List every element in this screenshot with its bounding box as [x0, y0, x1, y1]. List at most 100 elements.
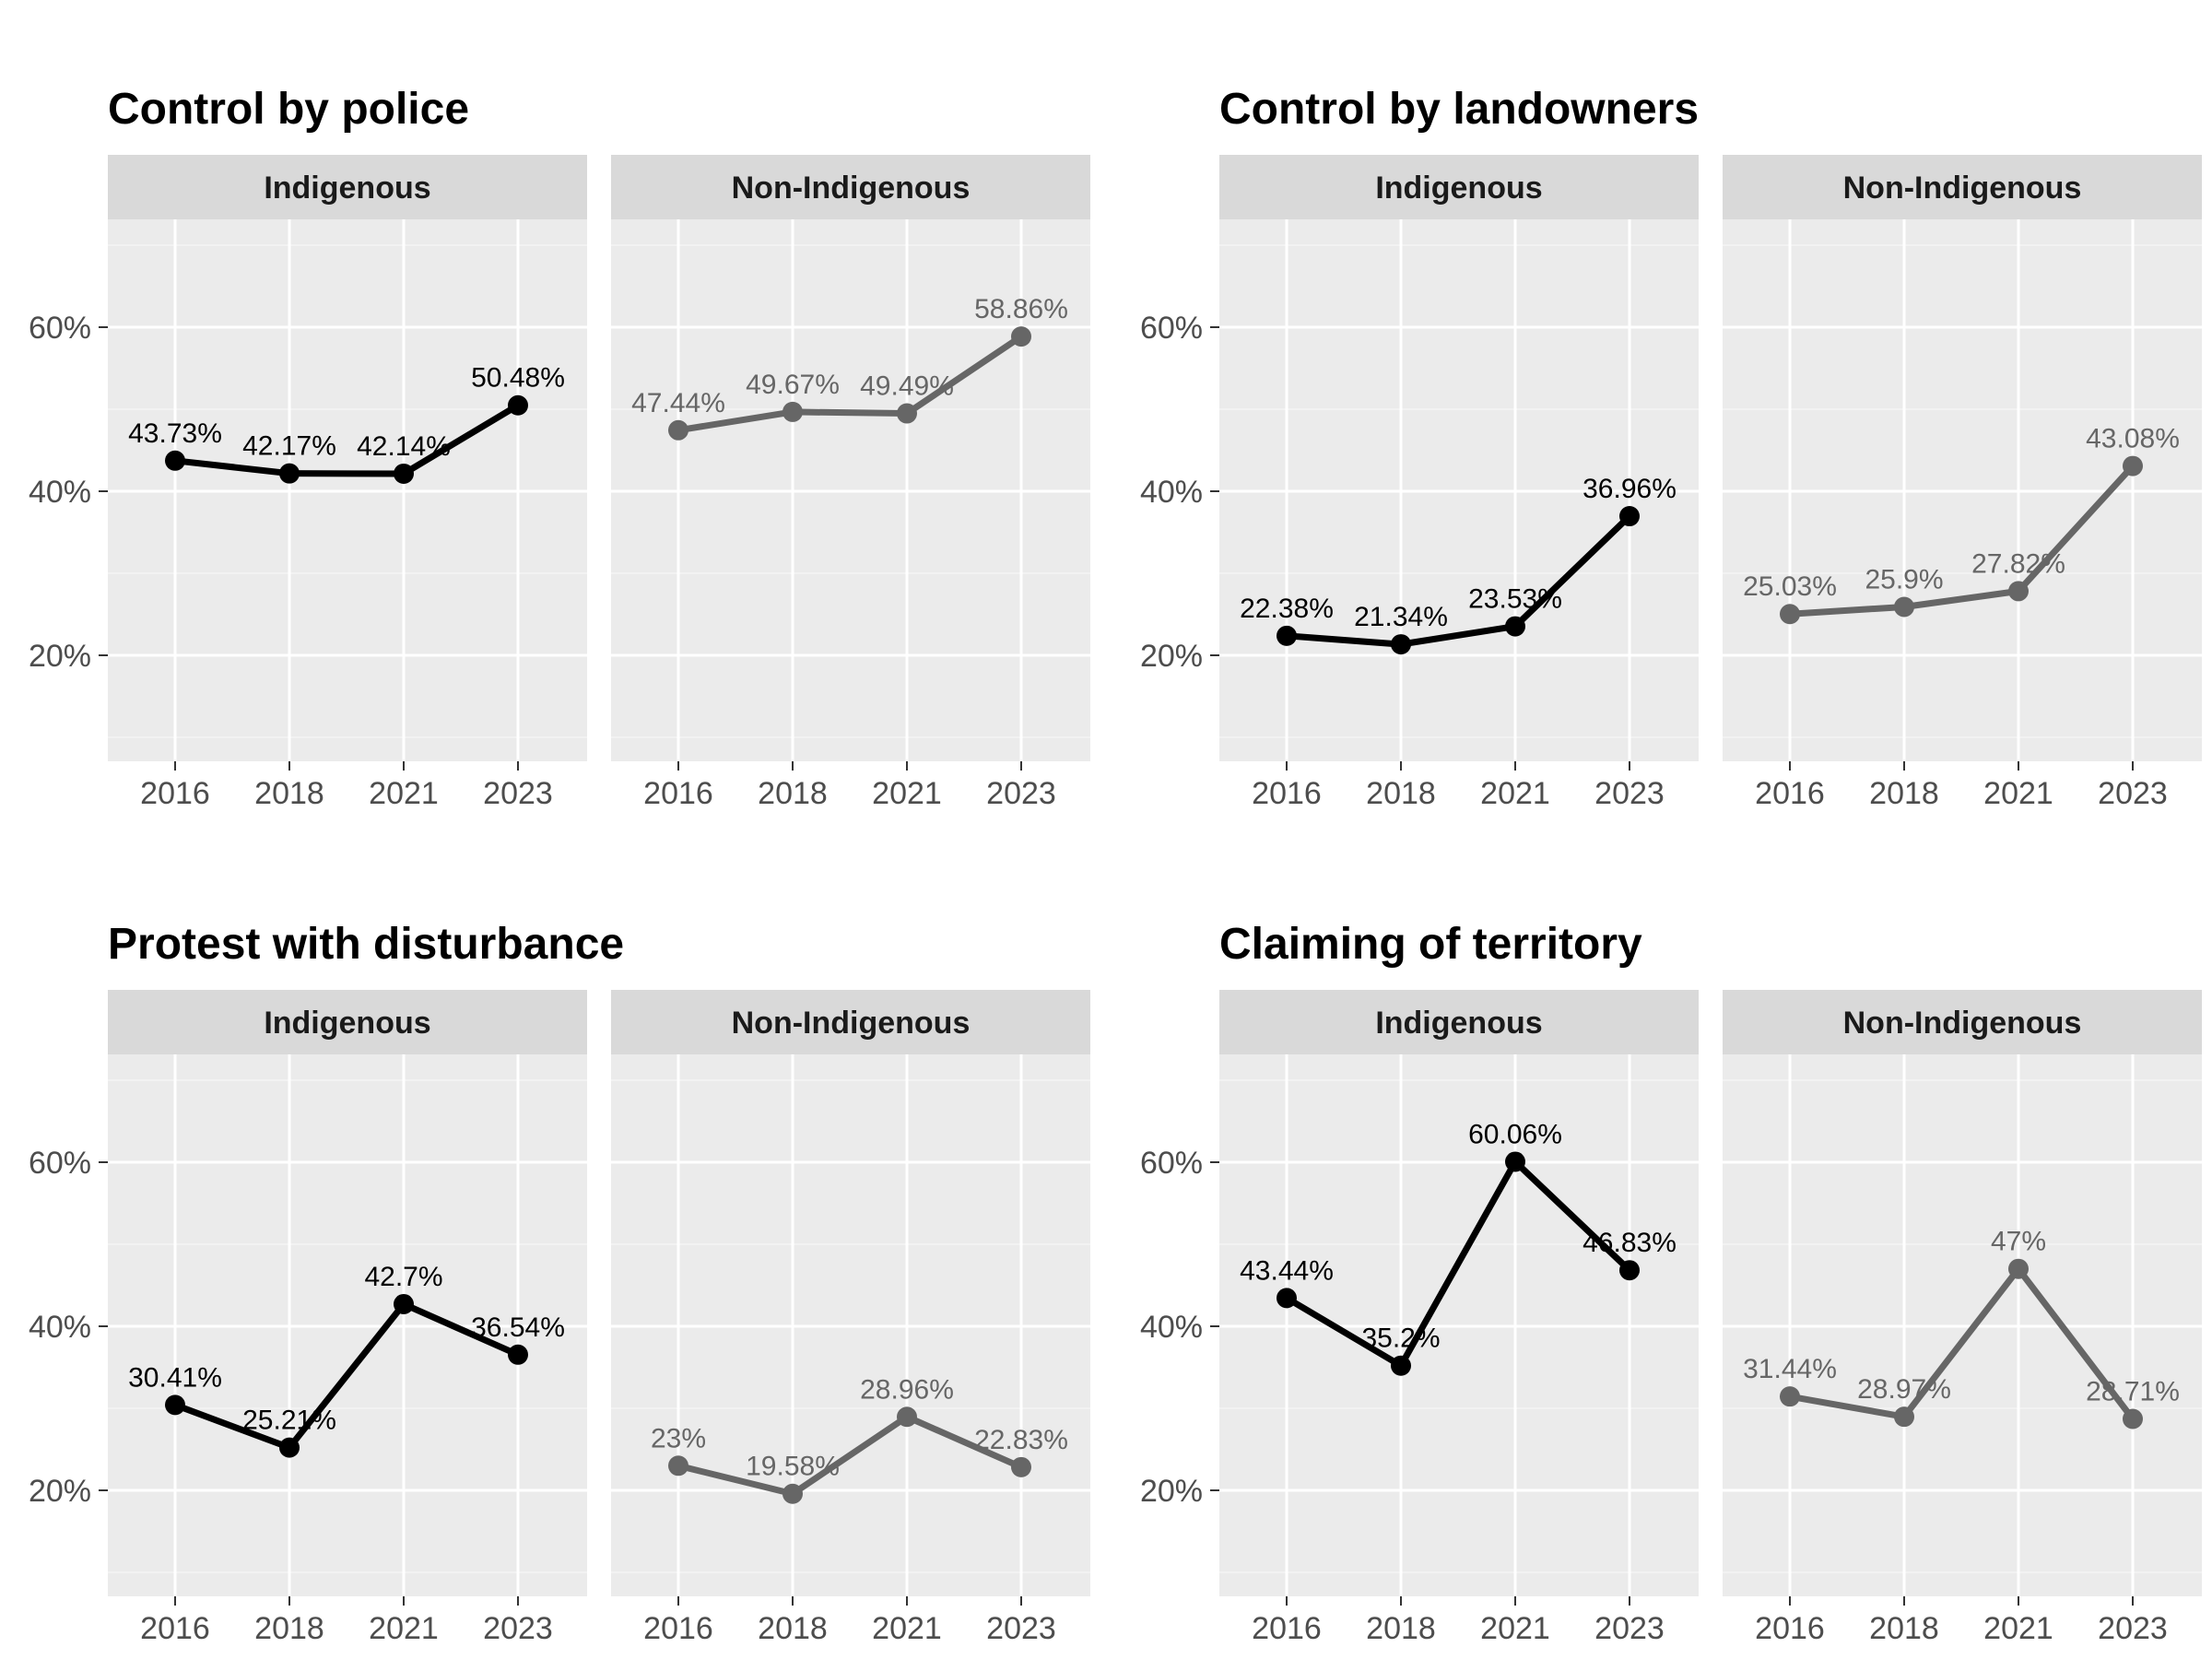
data-point — [1391, 634, 1411, 655]
data-point — [508, 394, 528, 416]
data-point — [394, 463, 414, 484]
x-tick-label: 2023 — [1594, 1611, 1665, 1646]
data-label: 49.67% — [746, 370, 840, 400]
facet-strip-label: Non-Indigenous — [732, 171, 971, 206]
y-tick-label: 20% — [1140, 1474, 1203, 1509]
series-line — [675, 1413, 1025, 1498]
facet-strip-label: Non-Indigenous — [732, 1006, 971, 1041]
x-tick-label: 2018 — [758, 1611, 828, 1646]
x-tick-label: 2021 — [1480, 776, 1550, 811]
x-tick-label: 2021 — [1983, 776, 2053, 811]
data-label: 36.54% — [471, 1312, 565, 1343]
x-tick-label: 2021 — [872, 1611, 942, 1646]
data-point — [897, 1406, 917, 1428]
facet-strip — [611, 155, 1090, 219]
data-point — [1619, 1260, 1640, 1281]
x-tick-label: 2023 — [483, 1611, 553, 1646]
x-tick-label: 2018 — [758, 776, 828, 811]
x-tick-label: 2021 — [1480, 1611, 1550, 1646]
x-tick-label: 2018 — [254, 1611, 324, 1646]
facet-strip-label: Indigenous — [264, 1006, 430, 1041]
x-tick-label: 2021 — [369, 1611, 439, 1646]
data-label: 47% — [1991, 1227, 2046, 1257]
data-label: 25.9% — [1865, 564, 1943, 594]
facet-indigenous: Indigenous 2016 2018 2021 2023 22.38% 21.34% 23… — [1219, 155, 1699, 811]
y-tick-label: 40% — [29, 475, 91, 510]
data-point — [165, 1394, 185, 1416]
facet-strip — [1723, 990, 2202, 1054]
data-label: 42.17% — [242, 431, 336, 462]
data-label: 27.82% — [1971, 548, 2065, 579]
x-tick-label: 2021 — [1983, 1611, 2053, 1646]
facet-non-indigenous: Non-Indigenous 2016 2018 2021 2023 31.44% 28.9… — [1723, 990, 2202, 1646]
data-label: 23% — [651, 1423, 706, 1453]
data-point — [1894, 596, 1914, 618]
x-tick-label: 2018 — [1366, 776, 1436, 811]
series-line — [1786, 463, 2136, 618]
facet-strip — [108, 155, 587, 219]
facet-strip-label: Non-Indigenous — [1843, 1006, 2082, 1041]
panel-control-by-police: Control by police 20% 40% 60% Indigenous 2016… — [29, 85, 1090, 811]
y-tick-label: 40% — [1140, 475, 1203, 510]
data-point — [668, 419, 688, 441]
x-tick-label: 2023 — [2098, 1611, 2168, 1646]
facet-strip — [1723, 155, 2202, 219]
panel-title: Protest with disturbance — [108, 920, 624, 969]
facet-strip — [611, 990, 1090, 1054]
data-label: 36.96% — [1583, 474, 1677, 504]
data-label: 60.06% — [1468, 1119, 1562, 1149]
data-point — [508, 1344, 528, 1365]
x-tick-label: 2016 — [140, 1611, 210, 1646]
data-label: 47.44% — [631, 388, 725, 418]
x-tick-label: 2016 — [1252, 776, 1322, 811]
x-tick-label: 2023 — [986, 776, 1056, 811]
data-point — [2008, 581, 2029, 602]
x-tick-label: 2018 — [1366, 1611, 1436, 1646]
data-point — [668, 1455, 688, 1477]
y-tick-label: 60% — [1140, 1146, 1203, 1181]
x-tick-label: 2016 — [643, 776, 713, 811]
x-tick-label: 2023 — [483, 776, 553, 811]
x-tick-label: 2016 — [140, 776, 210, 811]
data-point — [1011, 1456, 1031, 1477]
facet-strip — [108, 990, 587, 1054]
data-label: 42.7% — [364, 1262, 442, 1292]
series-line — [1283, 1158, 1633, 1370]
data-label: 25.03% — [1743, 571, 1837, 602]
panel-title: Control by police — [108, 85, 469, 134]
x-tick-label: 2021 — [872, 776, 942, 811]
data-label: 46.83% — [1583, 1228, 1677, 1258]
data-point — [2008, 1258, 2029, 1279]
facet-non-indigenous: Non-Indigenous 2016 2018 2021 2023 25.03% 25.9… — [1723, 155, 2202, 811]
facet-indigenous: Indigenous 2016 2018 2021 2023 43.73% 42.17% 42… — [108, 155, 587, 811]
data-point — [1619, 506, 1640, 527]
facet-non-indigenous: Non-Indigenous 2016 2018 2021 2023 47.44% 49.6… — [611, 155, 1090, 811]
x-tick-label: 2018 — [254, 776, 324, 811]
x-tick-label: 2018 — [1869, 1611, 1939, 1646]
data-point — [1780, 604, 1800, 625]
data-label: 22.38% — [1240, 594, 1334, 624]
facet-strip-label: Indigenous — [1375, 171, 1542, 206]
data-label: 49.49% — [860, 371, 954, 402]
data-point — [782, 1483, 803, 1504]
data-point — [1780, 1386, 1800, 1407]
data-point — [897, 403, 917, 424]
data-label: 43.73% — [128, 418, 222, 449]
data-label: 21.34% — [1354, 602, 1448, 632]
facet-strip-label: Non-Indigenous — [1843, 171, 2082, 206]
facet-indigenous: Indigenous 2016 2018 2021 2023 30.41% 25.21% 42… — [108, 990, 587, 1646]
series-line — [675, 333, 1025, 434]
data-label: 58.86% — [974, 294, 1068, 324]
data-point — [782, 401, 803, 422]
facet-strip-label: Indigenous — [264, 171, 430, 206]
x-tick-label: 2023 — [2098, 776, 2168, 811]
data-point — [394, 1293, 414, 1314]
data-label: 28.71% — [2086, 1376, 2180, 1406]
y-tick-label: 60% — [29, 311, 91, 346]
y-tick-label: 20% — [29, 1474, 91, 1509]
data-point — [1505, 616, 1525, 637]
data-point — [1277, 625, 1297, 646]
data-label: 50.48% — [471, 363, 565, 394]
panel-claiming-of-territory: Claiming of territory 20% 40% 60% Indigenous… — [1140, 920, 2202, 1646]
series-line — [171, 1300, 522, 1452]
